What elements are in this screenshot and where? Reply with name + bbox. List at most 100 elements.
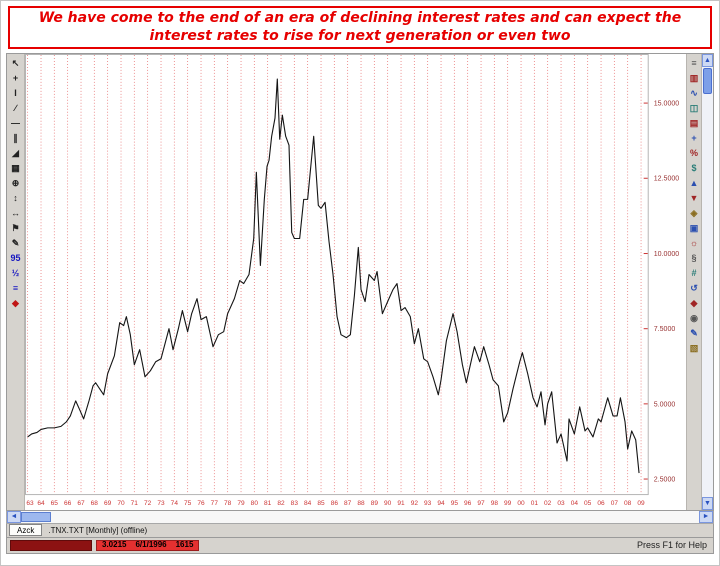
status-bar: 3.0215 6/1/1996 1615 Press F1 for Help — [6, 537, 714, 554]
x-tick-label: 68 — [91, 500, 99, 507]
scroll-down-button[interactable]: ▼ — [702, 496, 713, 510]
square-study-icon[interactable]: ▣ — [689, 222, 699, 233]
horizontal-scrollbar[interactable]: ◄ ► — [6, 510, 714, 524]
horizontal-scroll-track[interactable] — [51, 511, 699, 523]
flag-tool-icon[interactable]: ⚑ — [11, 222, 20, 233]
horizontal-line-tool-icon[interactable]: ― — [11, 117, 20, 128]
trendline-tool-icon[interactable]: ∕ — [14, 102, 17, 113]
x-tick-label: 08 — [624, 500, 632, 507]
x-tick-label: 85 — [317, 500, 325, 507]
y-tick-label: 7.5000 — [654, 326, 676, 333]
x-tick-label: 06 — [597, 500, 605, 507]
expand-horizontal-icon[interactable]: ↔ — [11, 207, 20, 218]
vertical-scroll-thumb[interactable] — [703, 67, 712, 94]
hash-grid-icon[interactable]: # — [691, 267, 697, 278]
feed-status-indicator — [10, 539, 92, 551]
scroll-right-button[interactable]: ► — [699, 510, 713, 523]
crosshair-tool-icon[interactable]: + — [12, 72, 19, 83]
alert-icon[interactable]: ◆ — [12, 297, 19, 308]
vertical-scrollbar[interactable]: ▲ ▼ — [701, 53, 713, 510]
study-toolbar: ≡ ▥ ∿ ◫ ▤ +% $ ▲ ▼ ◈ ▣ ☼ § # ↺ ◆ ◉ ✎ ▧ — [686, 53, 701, 510]
x-tick-label: 94 — [437, 500, 445, 507]
y-tick-label: 15.0000 — [654, 101, 680, 108]
x-tick-label: 76 — [197, 500, 205, 507]
scroll-up-button[interactable]: ▲ — [702, 53, 713, 67]
x-tick-label: 87 — [344, 500, 352, 507]
status-date: 6/1/1996 — [135, 540, 167, 550]
price-series-line — [27, 78, 640, 474]
diamond-study-icon[interactable]: ◈ — [690, 207, 698, 218]
help-hint-text: Press F1 for Help — [636, 540, 707, 551]
x-tick-label: 73 — [157, 500, 165, 507]
dollar-icon[interactable]: $ — [691, 162, 697, 173]
percent-icon[interactable]: % — [689, 147, 698, 158]
line-chart-icon[interactable]: ∿ — [690, 87, 698, 98]
alert-diamond-icon[interactable]: ◆ — [690, 297, 698, 308]
y-tick-label: 10.0000 — [654, 251, 680, 258]
shade-icon[interactable]: ▧ — [689, 342, 699, 353]
x-tick-label: 90 — [384, 500, 392, 507]
y-tick-label: 12.5000 — [654, 176, 680, 183]
scroll-up-icon[interactable]: ▲ — [689, 177, 699, 188]
pencil-tool-icon[interactable]: ✎ — [11, 237, 20, 248]
fractions-icon[interactable]: ½ — [11, 267, 20, 278]
price-chart[interactable]: 63 64 65 66 67 68 69 70 71 72 73 74 75 76 77 78 79 80 81 82… — [25, 53, 686, 510]
status-time: 1615 — [175, 540, 194, 550]
volume-icon[interactable]: ▤ — [689, 117, 699, 128]
x-tick-label: 05 — [584, 500, 592, 507]
x-tick-label: 66 — [64, 500, 72, 507]
scroll-down-icon[interactable]: ▼ — [689, 192, 699, 203]
x-tick-label: 72 — [144, 500, 152, 507]
horizontal-scroll-thumb[interactable] — [21, 511, 51, 522]
section-icon[interactable]: § — [691, 252, 697, 263]
channel-tool-icon[interactable]: ∥ — [13, 132, 18, 143]
banner-line-2: interest rates to rise for next generati… — [149, 28, 571, 45]
quote-status-segment: 3.0215 6/1/1996 1615 — [96, 539, 200, 551]
target-icon[interactable]: ◉ — [690, 312, 698, 323]
vertical-scroll-track[interactable] — [702, 95, 713, 497]
banner-line-1: We have come to the end of an era of dec… — [38, 10, 682, 26]
move-tool-icon[interactable]: ⊕ — [11, 177, 20, 188]
x-tick-label: 75 — [184, 500, 192, 507]
x-tick-label: 77 — [211, 500, 219, 507]
fan-lines-tool-icon[interactable]: ◢ — [12, 147, 19, 158]
x-tick-label: 89 — [371, 500, 379, 507]
x-tick-label: 70 — [117, 500, 125, 507]
y-tick-label: 5.0000 — [654, 401, 676, 408]
scroll-left-button[interactable]: ◄ — [7, 510, 21, 523]
candlestick-icon[interactable]: ◫ — [689, 102, 699, 113]
add-study-icon[interactable]: + — [691, 132, 697, 143]
x-tick-label: 84 — [304, 500, 312, 507]
menu-icon[interactable]: ≡ — [691, 57, 697, 68]
sun-study-icon[interactable]: ☼ — [689, 237, 699, 248]
plot-border — [25, 53, 649, 496]
x-tick-label: 64 — [37, 500, 45, 507]
x-tick-label: 04 — [571, 500, 579, 507]
banner-area: We have come to the end of an era of dec… — [1, 1, 719, 53]
x-tick-label: 99 — [504, 500, 512, 507]
x-tick-label: 67 — [77, 500, 85, 507]
x-tick-label: 88 — [357, 500, 365, 507]
notes-icon[interactable]: ≡ — [12, 282, 19, 293]
draw-icon[interactable]: ✎ — [690, 327, 698, 338]
chart-area[interactable]: 63 64 65 66 67 68 69 70 71 72 73 74 75 76 77 78 79 80 81 82… — [25, 53, 686, 510]
price-quote-icon[interactable]: 95 — [10, 252, 21, 263]
chart-symbol-label: .TNX.TXT [Monthly] (offline) — [48, 525, 148, 535]
x-tick-label: 81 — [264, 500, 272, 507]
expand-vertical-icon[interactable]: ↕ — [13, 192, 18, 203]
text-cursor-tool-icon[interactable]: I — [14, 87, 17, 98]
x-tick-label: 92 — [411, 500, 419, 507]
chart-tab-bar: Azck .TNX.TXT [Monthly] (offline) — [6, 523, 714, 538]
x-tick-label: 03 — [557, 500, 565, 507]
x-tick-label: 65 — [51, 500, 59, 507]
refresh-icon[interactable]: ↺ — [690, 282, 698, 293]
grid-tool-icon[interactable]: ▦ — [11, 162, 20, 173]
bar-chart-icon[interactable]: ▥ — [689, 72, 699, 83]
chart-tab-azck[interactable]: Azck — [9, 524, 43, 537]
x-tick-label: 98 — [491, 500, 499, 507]
x-tick-label: 83 — [291, 500, 299, 507]
x-tick-label: 95 — [451, 500, 459, 507]
pointer-tool-icon[interactable]: ↖ — [11, 57, 20, 68]
x-tick-label: 93 — [424, 500, 432, 507]
